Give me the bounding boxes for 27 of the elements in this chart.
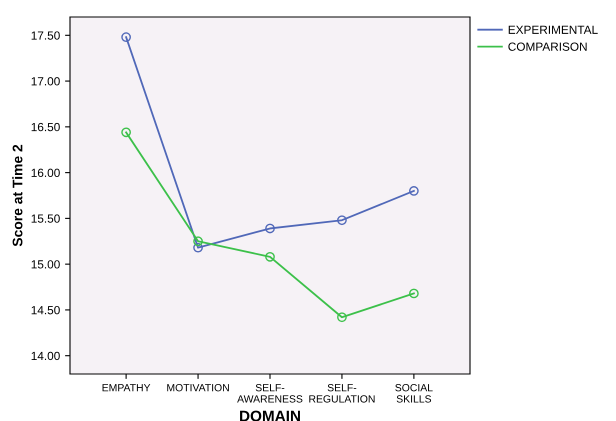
point xyxy=(265,224,275,234)
x-tick-label: MOTIVATION xyxy=(167,384,229,392)
point xyxy=(409,186,419,196)
y-tick-label: 15.50 xyxy=(32,214,60,223)
point xyxy=(121,127,131,138)
x-tick-label: SOCIAL SKILLS xyxy=(395,384,433,403)
y-axis-title: Score at Time 2 xyxy=(12,144,22,246)
point xyxy=(337,215,347,226)
y-tick-label: 16.50 xyxy=(32,122,60,132)
y-tick-label: 17.50 xyxy=(32,31,60,40)
y-tick-label: 16.00 xyxy=(32,168,60,178)
y-tick-label: 17.00 xyxy=(32,77,60,86)
point xyxy=(409,288,419,298)
x-tick-label: EMPATHY xyxy=(102,384,150,392)
point xyxy=(121,32,131,42)
legend-label: COMPARISON xyxy=(508,42,587,51)
y-tick-label: 14.00 xyxy=(32,352,60,360)
y-tick-label: 14.50 xyxy=(32,306,60,314)
point xyxy=(193,242,203,253)
legend-label: EXPERIMENTAL xyxy=(508,26,598,34)
y-tick-label: 15.00 xyxy=(32,260,60,269)
point xyxy=(265,252,275,262)
x-tick-label: SELF- AWARENESS xyxy=(237,384,302,403)
point xyxy=(337,312,347,322)
x-tick-label: SELF- REGULATION xyxy=(309,384,375,403)
point xyxy=(193,236,203,246)
x-axis-title: DOMAIN xyxy=(240,410,300,421)
